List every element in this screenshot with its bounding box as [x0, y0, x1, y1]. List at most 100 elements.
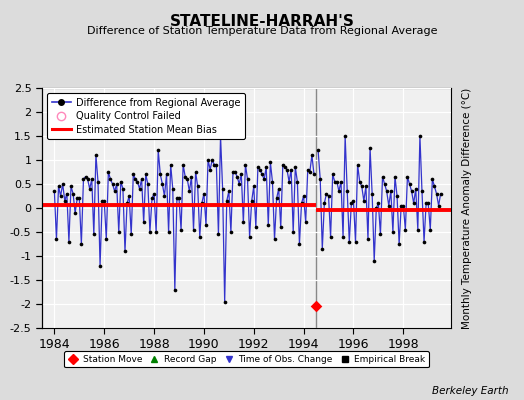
Point	[254, 164, 262, 170]
Point	[391, 174, 399, 180]
Point	[88, 176, 96, 182]
Point	[206, 166, 214, 173]
Point	[245, 234, 254, 240]
Point	[305, 169, 314, 175]
Point	[424, 200, 432, 206]
Point	[227, 229, 235, 235]
Point	[59, 181, 67, 187]
Point	[413, 226, 422, 233]
Text: Berkeley Earth: Berkeley Earth	[432, 386, 508, 396]
Point	[376, 231, 385, 238]
Point	[57, 193, 65, 199]
Point	[131, 176, 139, 182]
Point	[202, 222, 210, 228]
Point	[401, 226, 410, 233]
Point	[266, 159, 275, 166]
Point	[297, 200, 305, 206]
Point	[241, 162, 249, 168]
Point	[268, 178, 277, 185]
Point	[137, 176, 146, 182]
Point	[378, 174, 387, 180]
Point	[52, 236, 61, 242]
Point	[179, 162, 188, 168]
Point	[275, 186, 283, 192]
Point	[326, 234, 335, 240]
Point	[167, 162, 175, 168]
Point	[113, 181, 121, 187]
Point	[299, 193, 308, 199]
Point	[343, 188, 352, 194]
Point	[436, 190, 445, 197]
Point	[357, 183, 366, 190]
Point	[214, 231, 223, 238]
Point	[295, 241, 303, 247]
Point	[335, 188, 343, 194]
Point	[320, 200, 329, 206]
Point	[54, 183, 63, 190]
Point	[229, 169, 237, 175]
Point	[432, 190, 441, 197]
Point	[289, 229, 298, 235]
Point	[75, 195, 83, 202]
Point	[195, 234, 204, 240]
Point	[108, 181, 117, 187]
Point	[420, 238, 428, 245]
Point	[407, 188, 416, 194]
Point	[223, 198, 231, 204]
Point	[233, 174, 242, 180]
Point	[156, 171, 165, 178]
Point	[171, 286, 179, 293]
Point	[272, 195, 281, 202]
Point	[191, 169, 200, 175]
Point	[102, 236, 111, 242]
Legend: Station Move, Record Gap, Time of Obs. Change, Empirical Break: Station Move, Record Gap, Time of Obs. C…	[64, 351, 429, 368]
Point	[314, 147, 322, 154]
Point	[264, 222, 272, 228]
Point	[104, 169, 113, 175]
Point	[177, 226, 185, 233]
Point	[308, 152, 316, 158]
Point	[210, 162, 219, 168]
Point	[63, 190, 71, 197]
Point	[189, 226, 198, 233]
Point	[90, 231, 98, 238]
Point	[339, 234, 347, 240]
Point	[123, 200, 132, 206]
Point	[301, 219, 310, 226]
Point	[416, 133, 424, 139]
Point	[256, 166, 264, 173]
Point	[318, 246, 326, 252]
Point	[345, 238, 354, 245]
Point	[422, 200, 430, 206]
Point	[208, 157, 216, 163]
Point	[139, 219, 148, 226]
Point	[79, 176, 88, 182]
Point	[249, 183, 258, 190]
Point	[291, 164, 300, 170]
Point	[322, 190, 331, 197]
Point	[92, 152, 100, 158]
Legend: Difference from Regional Average, Quality Control Failed, Estimated Station Mean: Difference from Regional Average, Qualit…	[47, 93, 245, 139]
Point	[154, 147, 162, 154]
Point	[329, 171, 337, 178]
Point	[383, 188, 391, 194]
Point	[69, 190, 77, 197]
Point	[175, 195, 183, 202]
Point	[279, 162, 287, 168]
Point	[219, 186, 227, 192]
Point	[258, 171, 266, 178]
Point	[262, 164, 270, 170]
Point	[350, 198, 358, 204]
Text: Difference of Station Temperature Data from Regional Average: Difference of Station Temperature Data f…	[87, 26, 437, 36]
Point	[277, 224, 285, 230]
Point	[260, 176, 268, 182]
Point	[418, 188, 426, 194]
Point	[61, 198, 69, 204]
Point	[183, 176, 191, 182]
Point	[221, 298, 229, 305]
Point	[380, 181, 389, 187]
Point	[428, 176, 436, 182]
Point	[310, 171, 318, 178]
Point	[65, 238, 73, 245]
Point	[351, 238, 359, 245]
